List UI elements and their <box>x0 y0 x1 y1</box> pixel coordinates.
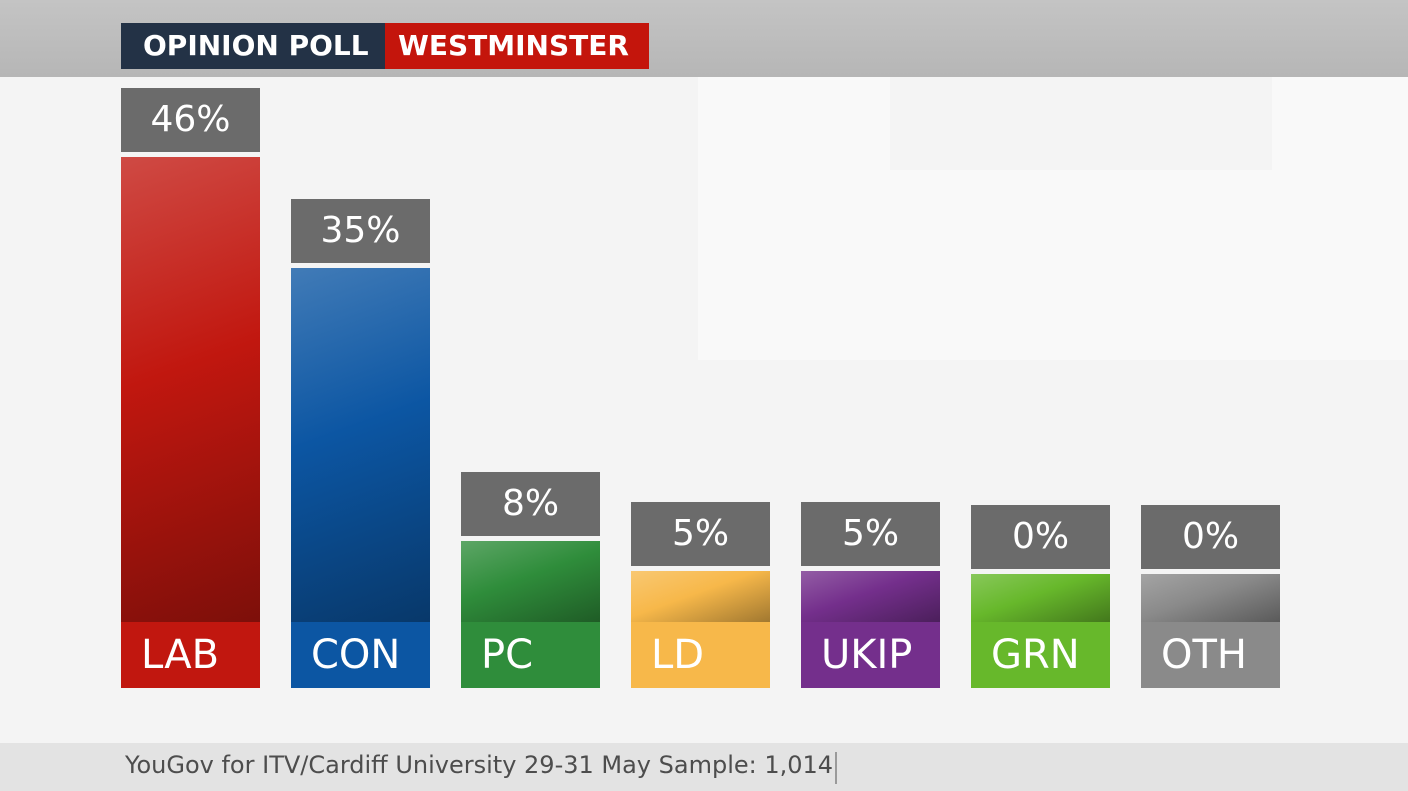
value-label-ld: 5% <box>631 502 770 566</box>
background-tile <box>1272 77 1408 360</box>
value-label-grn: 0% <box>971 505 1110 569</box>
value-label-oth: 0% <box>1141 505 1280 569</box>
value-label-lab: 46% <box>121 88 260 152</box>
bar-con <box>291 268 430 622</box>
category-label-ukip: UKIP <box>801 622 940 688</box>
bar-pc <box>461 541 600 622</box>
bar-ukip <box>801 571 940 622</box>
bar-grn <box>971 574 1110 622</box>
value-label-pc: 8% <box>461 472 600 536</box>
category-label-lab: LAB <box>121 622 260 688</box>
value-label-con: 35% <box>291 199 430 263</box>
poll-source-text: YouGov for ITV/Cardiff University 29-31 … <box>125 751 834 779</box>
category-label-grn: GRN <box>971 622 1110 688</box>
bar-ld <box>631 571 770 622</box>
footer-band <box>0 743 1408 791</box>
category-label-ld: LD <box>631 622 770 688</box>
category-label-con: CON <box>291 622 430 688</box>
westminster-label: WESTMINSTER <box>385 23 649 69</box>
footer-divider <box>835 752 837 784</box>
category-label-oth: OTH <box>1141 622 1280 688</box>
bar-oth <box>1141 574 1280 622</box>
opinion-poll-label: OPINION POLL <box>121 23 385 69</box>
bar-lab <box>121 157 260 622</box>
background-tile <box>890 170 1272 360</box>
category-label-pc: PC <box>461 622 600 688</box>
background-tile <box>698 77 890 360</box>
value-label-ukip: 5% <box>801 502 940 566</box>
